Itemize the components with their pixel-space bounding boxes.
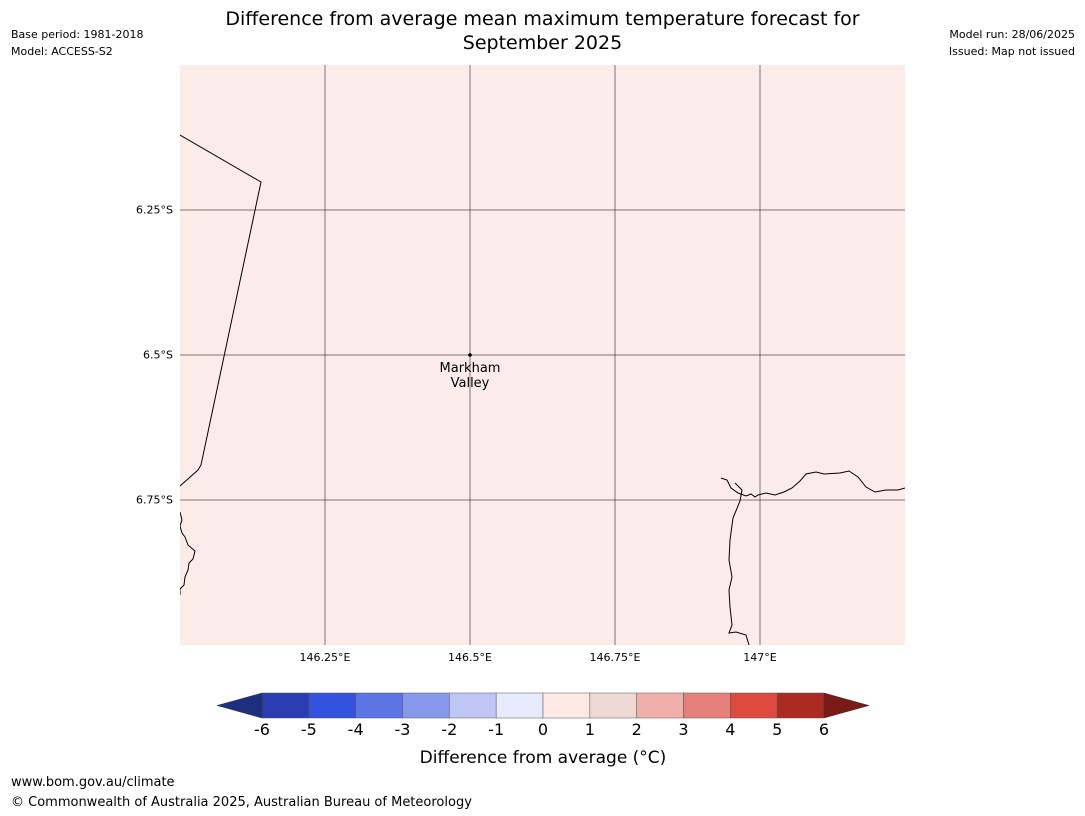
longitude-label: 147°E — [743, 651, 777, 664]
footer-url[interactable]: www.bom.gov.au/climate — [11, 775, 175, 790]
footer-copyright: © Commonwealth of Australia 2025, Austra… — [11, 795, 472, 810]
colorbar-tick-label: 6 — [818, 720, 830, 739]
meta-right: Model run: 28/06/2025 Issued: Map not is… — [949, 26, 1075, 60]
meta-left: Base period: 1981-2018 Model: ACCESS-S2 — [11, 26, 143, 60]
colorbar-tick-label: 4 — [725, 720, 736, 739]
colorbar-segment — [542, 692, 591, 719]
title-line-2: September 2025 — [462, 32, 623, 54]
base-period-text: Base period: 1981-2018 — [11, 28, 144, 41]
colorbar-segment — [449, 692, 497, 719]
colorbar-over-arrow — [823, 692, 870, 719]
map-title: Difference from average mean maximum tem… — [180, 7, 905, 55]
latitude-label: 6.5°S — [143, 348, 173, 362]
colorbar-tick-label: 0 — [537, 720, 549, 739]
colorbar-label: Difference from average (°C) — [419, 748, 667, 768]
colorbar-segment — [636, 692, 684, 719]
place-label-markham-valley: Markham Valley — [439, 361, 501, 391]
west-coastline — [180, 511, 196, 595]
colorbar-segment — [776, 692, 825, 719]
colorbar-tick-label: 5 — [772, 720, 783, 739]
river-line — [728, 482, 750, 645]
colorbar-segment — [495, 692, 544, 719]
longitude-label: 146.25°E — [299, 651, 351, 664]
latitude-label: 6.25°S — [136, 203, 173, 217]
colorbar-tick-label: -2 — [441, 720, 458, 739]
colorbar-tick-label: -1 — [488, 720, 505, 739]
colorbar-tick-label: -5 — [300, 720, 317, 739]
map-panel[interactable] — [180, 65, 905, 645]
east-coastline — [720, 470, 905, 498]
colorbar-tick-label: -3 — [394, 720, 411, 739]
model-run-text: Model run: 28/06/2025 — [949, 28, 1075, 41]
colorbar-segment — [355, 692, 403, 719]
colorbar-tick-label: -4 — [347, 720, 364, 739]
issued-text: Issued: Map not issued — [948, 45, 1075, 58]
model-text: Model: ACCESS-S2 — [11, 45, 113, 58]
colorbar-segment — [261, 692, 310, 719]
colorbar-segment — [730, 692, 778, 719]
colorbar-under-arrow — [216, 692, 263, 719]
gridlines — [180, 65, 905, 645]
coastline — [180, 134, 905, 645]
title-line-1: Difference from average mean maximum tem… — [225, 8, 860, 30]
colorbar-segment — [683, 692, 731, 719]
longitude-label: 146.5°E — [448, 651, 492, 664]
colorbar-tick-label: 3 — [678, 720, 689, 739]
map-canvas — [180, 65, 905, 645]
border-line — [180, 134, 262, 487]
colorbar-tick-label: -6 — [254, 720, 270, 739]
latitude-label: 6.75°S — [136, 493, 173, 507]
longitude-label: 146.75°E — [589, 651, 641, 664]
colorbar-segment — [308, 692, 356, 719]
colorbar-tick-label: 1 — [584, 720, 595, 739]
colorbar-segment — [589, 692, 637, 719]
colorbar-tick-label: 2 — [631, 720, 642, 739]
colorbar-segment — [402, 692, 450, 719]
place-marker — [468, 353, 472, 357]
